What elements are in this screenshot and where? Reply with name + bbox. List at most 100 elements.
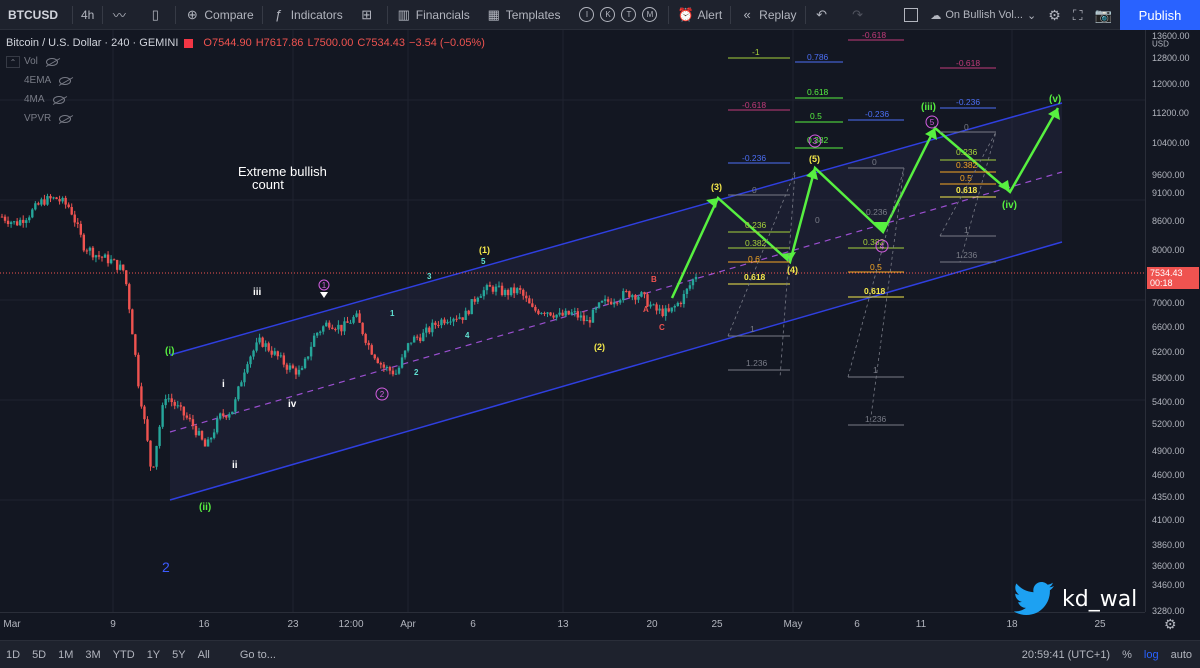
candle-body <box>343 321 346 332</box>
candle-body <box>464 310 467 320</box>
timeframe-ytd[interactable]: YTD <box>112 648 135 661</box>
settings-gear-icon[interactable]: ⚙ <box>1048 6 1061 23</box>
flag-icon[interactable] <box>184 38 194 48</box>
chart-style-candle-button[interactable]: ▯ <box>139 0 175 30</box>
candle-body <box>225 415 228 418</box>
candle-body <box>503 289 507 296</box>
candle-body <box>322 326 325 332</box>
time-tick: Apr <box>400 619 416 630</box>
layout-button[interactable]: ☁ On Bullish Vol... ⌄ <box>930 9 1036 22</box>
candle-body <box>297 369 301 375</box>
symbol-search[interactable]: BTCUSD <box>8 7 58 22</box>
interval-button[interactable]: 4h <box>81 7 95 22</box>
candle-body <box>694 276 698 280</box>
indicator-label: 4EMA <box>24 75 52 86</box>
templates-button[interactable]: ▦ Templates <box>478 0 569 30</box>
candle-body <box>328 322 331 328</box>
ideas-t-button[interactable]: T <box>621 7 637 22</box>
axis-settings-gear-icon[interactable]: ⚙ <box>1164 616 1177 632</box>
timeframe-5d[interactable]: 5D <box>32 648 47 661</box>
indicator-row-vol[interactable]: Vol <box>24 56 58 67</box>
candle-body <box>443 319 446 324</box>
fullscreen-select-icon[interactable] <box>904 8 919 22</box>
candle-body <box>246 364 249 373</box>
candle-body <box>15 221 19 226</box>
candle-body <box>540 312 543 314</box>
timeframe-1y[interactable]: 1Y <box>146 648 161 661</box>
candle-body <box>461 317 464 320</box>
candle-body <box>370 345 373 355</box>
indicator-row-4ema[interactable]: 4EMA <box>24 75 72 86</box>
publish-button[interactable]: Publish <box>1120 0 1200 30</box>
candle-body <box>231 411 234 415</box>
price-axis[interactable]: 7534.43 00:18 USD 13600.00 12800.00 12000.0… <box>1145 30 1200 616</box>
candle-body <box>561 312 564 316</box>
price-tick: 6600.00 <box>1152 322 1185 332</box>
undo-button[interactable]: ↶ <box>806 0 842 30</box>
candle-body <box>234 399 237 412</box>
hidden-eye-icon[interactable] <box>59 114 72 123</box>
circled-wave-number: 5 <box>930 118 935 127</box>
candle-body <box>403 350 407 358</box>
fullscreen-icon[interactable]: ⛶ <box>1072 6 1083 23</box>
candle-body <box>667 308 670 312</box>
compare-button[interactable]: ⊕ Compare <box>176 0 261 30</box>
timeframe-5y[interactable]: 5Y <box>172 648 186 661</box>
ideas-k-button[interactable]: K <box>600 7 616 22</box>
candle-body <box>631 295 634 298</box>
candle-body <box>506 289 510 296</box>
line-chart-icon: 〰 <box>112 8 126 23</box>
wave-labels: (i) (ii) i ii iii iv 1 2 3 4 5 (1) (2) (… <box>165 94 1061 513</box>
watermark: kd_wal <box>1014 582 1137 616</box>
bottom-right-group: 20:59:41 (UTC+1) % log auto <box>1022 641 1192 668</box>
candle-body <box>200 431 204 440</box>
candle-body <box>179 405 183 407</box>
goto-button[interactable]: Go to... <box>239 648 276 661</box>
timeframe-1m[interactable]: 1M <box>58 648 74 661</box>
collapse-legend-button[interactable]: ⌃ <box>6 56 20 68</box>
candle-body <box>452 318 455 322</box>
redo-button[interactable]: ↷ <box>842 0 878 30</box>
price-chart[interactable]: -1 0.786 -0.618 -0.618 -0.618 0.618 0.5 … <box>0 30 1145 612</box>
replay-button[interactable]: « Replay <box>731 0 804 30</box>
indicator-row-vpvr[interactable]: VPVR <box>24 113 72 124</box>
hidden-eye-icon[interactable] <box>52 95 65 104</box>
camera-icon[interactable]: 📷 <box>1094 6 1112 23</box>
hidden-eye-icon[interactable] <box>45 57 58 66</box>
candle-body <box>240 382 243 387</box>
candle-body <box>482 290 486 297</box>
candle-body <box>570 312 573 315</box>
chart-style-line-button[interactable]: 〰 <box>103 0 139 30</box>
circled-wave-marker <box>925 115 939 129</box>
auto-toggle[interactable]: auto <box>1170 649 1192 661</box>
indicator-templates-button[interactable]: ⊞ <box>351 0 387 30</box>
fib-label: -1 <box>752 47 760 57</box>
candle-body <box>628 291 631 298</box>
timeframe-all[interactable]: All <box>197 648 210 661</box>
ideas-circles: I K T M <box>568 0 668 30</box>
wave-label: 3 <box>427 272 432 281</box>
ideas-m-button[interactable]: M <box>642 7 658 22</box>
legend-low: L7500.00 <box>307 37 354 49</box>
ideas-i-button[interactable]: I <box>579 7 595 22</box>
timeframe-3m[interactable]: 3M <box>85 648 101 661</box>
corner-wave-label: 2 <box>162 559 170 575</box>
alert-button[interactable]: ⏰ Alert <box>669 0 730 30</box>
candle-body <box>22 219 25 223</box>
indicators-button[interactable]: ƒ Indicators <box>263 0 351 30</box>
time-axis[interactable]: Mar 9 16 23 12:00 Apr 6 13 20 25 May 6 11 18 25 <box>0 612 1145 636</box>
clock-time[interactable]: 20:59:41 (UTC+1) <box>1021 649 1111 661</box>
legend-title: Bitcoin / U.S. Dollar · 240 · GEMINI <box>6 37 179 49</box>
candle-body <box>167 398 170 400</box>
hidden-eye-icon[interactable] <box>59 76 72 85</box>
indicator-row-4ma[interactable]: 4MA <box>24 94 65 105</box>
log-toggle[interactable]: log <box>1143 649 1159 661</box>
financials-button[interactable]: ▥ Financials <box>388 0 478 30</box>
candle-body <box>85 250 89 252</box>
candle-body <box>585 319 589 322</box>
fib-label: 0 <box>815 215 820 225</box>
candle-body <box>412 336 416 343</box>
timeframe-1d[interactable]: 1D <box>6 648 21 661</box>
arrowhead <box>874 222 888 232</box>
percent-toggle[interactable]: % <box>1122 649 1132 661</box>
